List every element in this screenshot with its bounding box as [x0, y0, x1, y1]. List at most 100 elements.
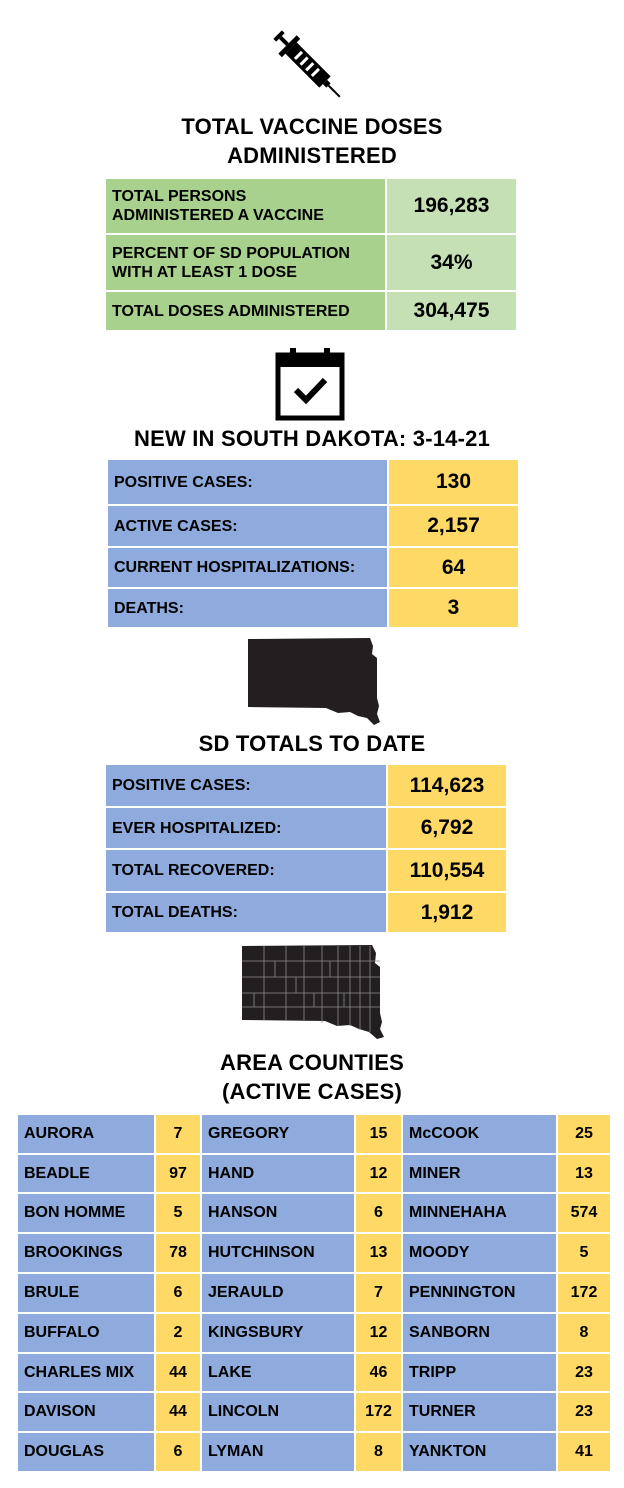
county-name: YANKTON [401, 1431, 558, 1473]
county-active-cases: 13 [556, 1153, 612, 1194]
row-value: 110,554 [386, 848, 508, 893]
table-row: BROOKINGS 78 HUTCHINSON 13 MOODY 5 [16, 1232, 612, 1274]
county-name: TURNER [401, 1391, 558, 1433]
row-label-line2: ADMINISTERED A VACCINE [112, 207, 324, 224]
county-active-cases: 23 [556, 1352, 612, 1393]
county-name: AURORA [16, 1113, 156, 1155]
county-name: BROOKINGS [16, 1232, 156, 1274]
table-row: POSITIVE CASES: 130 [106, 458, 520, 506]
county-active-cases: 5 [154, 1192, 202, 1234]
county-active-cases: 574 [556, 1192, 612, 1234]
county-name: McCOOK [401, 1113, 558, 1155]
county-active-cases: 7 [354, 1272, 403, 1314]
table-row: BON HOMME 5 HANSON 6 MINNEHAHA 574 [16, 1192, 612, 1234]
new-cases-title: NEW IN SOUTH DAKOTA: 3-14-21 [134, 426, 490, 451]
county-active-cases: 7 [154, 1113, 202, 1155]
row-label-line1: TOTAL DOSES ADMINISTERED [112, 302, 350, 320]
county-active-cases: 5 [556, 1232, 612, 1274]
table-row: TOTAL RECOVERED: 110,554 [104, 848, 508, 893]
county-active-cases: 172 [556, 1272, 612, 1314]
calendar-check-icon [275, 347, 345, 421]
table-row: TOTAL DOSES ADMINISTERED 304,475 [104, 290, 518, 332]
county-name: GREGORY [200, 1113, 356, 1155]
table-row: PERCENT OF SD POPULATION WITH AT LEAST 1… [104, 233, 518, 292]
county-active-cases: 44 [154, 1352, 202, 1393]
counties-table: AURORA 7 GREGORY 15 McCOOK 25 BEADLE 97 HAND 12 MI… [16, 1113, 612, 1473]
row-label: TOTAL PERSONS ADMINISTERED A VACCINE [104, 177, 387, 235]
county-active-cases: 78 [154, 1232, 202, 1274]
table-row: DOUGLAS 6 LYMAN 8 YANKTON 41 [16, 1431, 612, 1473]
county-name: SANBORN [401, 1312, 558, 1354]
table-row: BUFFALO 2 KINGSBURY 12 SANBORN 8 [16, 1312, 612, 1354]
row-label: DEATHS: [106, 587, 389, 629]
county-name: TRIPP [401, 1352, 558, 1393]
table-row: TOTAL PERSONS ADMINISTERED A VACCINE 196… [104, 177, 518, 235]
row-value: 130 [387, 458, 520, 506]
vaccine-title-line1: TOTAL VACCINE DOSES [181, 114, 443, 139]
county-active-cases: 44 [154, 1391, 202, 1433]
syringe-icon [262, 20, 354, 110]
table-row: POSITIVE CASES: 114,623 [104, 763, 508, 808]
row-label: PERCENT OF SD POPULATION WITH AT LEAST 1… [104, 233, 387, 292]
row-value: 304,475 [385, 290, 518, 332]
county-name: MINER [401, 1153, 558, 1194]
county-active-cases: 25 [556, 1113, 612, 1155]
county-active-cases: 6 [154, 1431, 202, 1473]
county-name: LINCOLN [200, 1391, 356, 1433]
south-dakota-county-map-icon [240, 943, 386, 1040]
county-active-cases: 8 [556, 1312, 612, 1354]
county-name: BUFFALO [16, 1312, 156, 1354]
county-name: KINGSBURY [200, 1312, 356, 1354]
county-name: MINNEHAHA [401, 1192, 558, 1234]
county-active-cases: 23 [556, 1391, 612, 1433]
row-value: 1,912 [386, 891, 508, 934]
south-dakota-map-icon [246, 636, 384, 726]
county-name: LYMAN [200, 1431, 356, 1473]
county-name: HAND [200, 1153, 356, 1194]
row-label: TOTAL DEATHS: [104, 891, 388, 934]
row-value: 2,157 [387, 504, 520, 548]
row-label: EVER HOSPITALIZED: [104, 806, 388, 850]
counties-title-line2: (ACTIVE CASES) [221, 1079, 403, 1104]
row-value: 34% [385, 233, 518, 292]
county-active-cases: 2 [154, 1312, 202, 1354]
table-row: ACTIVE CASES: 2,157 [106, 504, 520, 548]
row-value: 196,283 [385, 177, 518, 235]
row-label: POSITIVE CASES: [106, 458, 389, 506]
row-label: TOTAL RECOVERED: [104, 848, 388, 893]
county-active-cases: 13 [354, 1232, 403, 1274]
county-active-cases: 12 [354, 1312, 403, 1354]
row-value: 114,623 [386, 763, 508, 808]
table-row: CHARLES MIX 44 LAKE 46 TRIPP 23 [16, 1352, 612, 1393]
county-name: MOODY [401, 1232, 558, 1274]
counties-title-line1: AREA COUNTIES [220, 1050, 404, 1075]
row-value: 6,792 [386, 806, 508, 850]
county-active-cases: 6 [154, 1272, 202, 1314]
county-active-cases: 15 [354, 1113, 403, 1155]
vaccine-table: TOTAL PERSONS ADMINISTERED A VACCINE 196… [104, 177, 518, 332]
county-active-cases: 41 [556, 1431, 612, 1473]
totals-title: SD TOTALS TO DATE [198, 731, 426, 756]
row-label-line1: TOTAL PERSONS [112, 188, 247, 205]
table-row: DEATHS: 3 [106, 587, 520, 629]
county-name: BEADLE [16, 1153, 156, 1194]
totals-table: POSITIVE CASES: 114,623 EVER HOSPITALIZE… [104, 763, 508, 934]
county-name: BRULE [16, 1272, 156, 1314]
county-active-cases: 46 [354, 1352, 403, 1393]
table-row: CURRENT HOSPITALIZATIONS: 64 [106, 546, 520, 589]
row-label-line1: PERCENT OF SD POPULATION [112, 244, 350, 262]
table-row: AURORA 7 GREGORY 15 McCOOK 25 [16, 1113, 612, 1155]
row-label: TOTAL DOSES ADMINISTERED [104, 290, 387, 332]
county-active-cases: 8 [354, 1431, 403, 1473]
vaccine-title-line2: ADMINISTERED [227, 143, 397, 168]
row-label-line2: WITH AT LEAST 1 DOSE [112, 263, 297, 281]
row-label: CURRENT HOSPITALIZATIONS: [106, 546, 389, 589]
county-name: BON HOMME [16, 1192, 156, 1234]
county-name: HUTCHINSON [200, 1232, 356, 1274]
county-name: HANSON [200, 1192, 356, 1234]
county-name: PENNINGTON [401, 1272, 558, 1314]
vaccine-title: TOTAL VACCINE DOSES ADMINISTERED [0, 112, 624, 170]
county-active-cases: 12 [354, 1153, 403, 1194]
county-name: LAKE [200, 1352, 356, 1393]
counties-title: AREA COUNTIES (ACTIVE CASES) [0, 1048, 624, 1106]
